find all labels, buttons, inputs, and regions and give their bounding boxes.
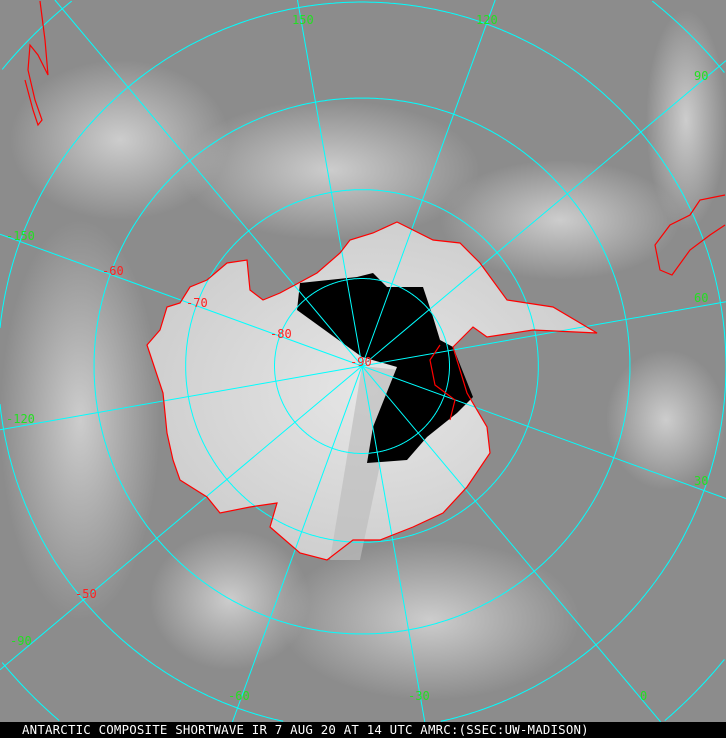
lon-label-minus120: -120 xyxy=(6,412,35,426)
meridian--30 xyxy=(361,365,426,722)
lon-label-30: 30 xyxy=(694,474,708,488)
meridian-150 xyxy=(297,0,363,367)
cloud-layer xyxy=(0,10,726,700)
lon-label-minus90: -90 xyxy=(10,634,32,648)
meridian--150 xyxy=(0,233,363,367)
parallel-40 xyxy=(1,0,725,721)
meridian-30 xyxy=(361,365,726,499)
image-caption: ANTARCTIC COMPOSITE SHORTWAVE IR 7 AUG 2… xyxy=(0,722,726,738)
lat-lon-grid xyxy=(0,0,726,722)
meridian--60 xyxy=(231,365,363,722)
coastline-antarctica xyxy=(146,221,598,561)
lon-label-120: 120 xyxy=(476,13,498,27)
meridian--180 xyxy=(54,0,363,367)
meridian-120 xyxy=(361,0,496,367)
lat-label-minus90: -90 xyxy=(350,355,372,369)
latitude-labels: -50 -60 -70 -80 -90 xyxy=(75,264,372,601)
coastline-new-zealand xyxy=(24,0,49,127)
lon-label-0: 0 xyxy=(640,689,647,703)
longitude-labels: 150 120 90 60 30 0 -30 -60 -90 -120 -150 xyxy=(6,13,708,703)
satellite-map: 150 120 90 60 30 0 -30 -60 -90 -120 -150… xyxy=(0,0,726,722)
lat-label-minus50: -50 xyxy=(75,587,97,601)
lon-label-90: 90 xyxy=(694,69,708,83)
parallel-70 xyxy=(185,189,539,543)
parallel-60 xyxy=(93,97,631,635)
parallel-50 xyxy=(0,1,726,722)
coastline-ice-shelf xyxy=(429,344,456,421)
meridian--120 xyxy=(0,365,363,431)
lon-label-minus60: -60 xyxy=(228,689,250,703)
parallel-80 xyxy=(274,278,450,454)
lat-label-minus80: -80 xyxy=(270,327,292,341)
coastline-africa xyxy=(654,194,726,276)
meridian-90 xyxy=(361,60,726,367)
lon-label-minus150: -150 xyxy=(6,229,35,243)
lon-label-150: 150 xyxy=(292,13,314,27)
lon-label-minus30: -30 xyxy=(408,689,430,703)
lat-label-minus70: -70 xyxy=(186,296,208,310)
coastlines xyxy=(24,0,726,561)
meridian-60 xyxy=(361,301,726,367)
missing-data-region xyxy=(297,273,473,463)
lat-label-minus60: -60 xyxy=(102,264,124,278)
meridian-0 xyxy=(361,365,662,722)
lon-label-60: 60 xyxy=(694,291,708,305)
meridian--90 xyxy=(0,365,363,671)
